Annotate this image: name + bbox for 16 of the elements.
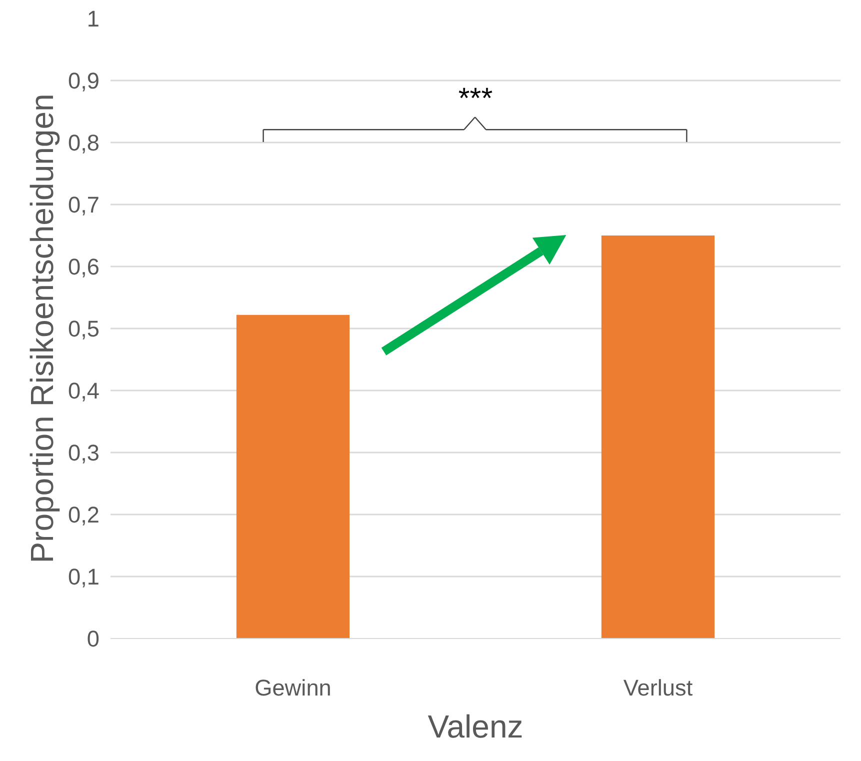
- y-tick-label: 0,6: [68, 254, 100, 280]
- y-tick-label: 0,8: [68, 130, 100, 156]
- x-tick-label: Verlust: [623, 674, 694, 700]
- y-tick-label: 0: [86, 626, 100, 652]
- y-tick-label: 0,5: [68, 316, 100, 342]
- y-tick-label: 0,3: [68, 440, 100, 466]
- y-tick-label: 0,2: [68, 502, 100, 528]
- y-tick-label: 0,1: [68, 564, 100, 590]
- x-tick-label: Gewinn: [254, 674, 332, 700]
- y-axis-title: Proportion Risikoentscheidungen: [24, 94, 60, 564]
- annotation: ***: [458, 82, 493, 116]
- x-axis-title: Valenz: [428, 708, 524, 744]
- y-tick-label: 0,9: [68, 68, 100, 94]
- y-tick-label: 0,7: [68, 192, 100, 218]
- y-tick-label: 0,4: [68, 378, 100, 404]
- y-tick-label: 1: [86, 6, 100, 32]
